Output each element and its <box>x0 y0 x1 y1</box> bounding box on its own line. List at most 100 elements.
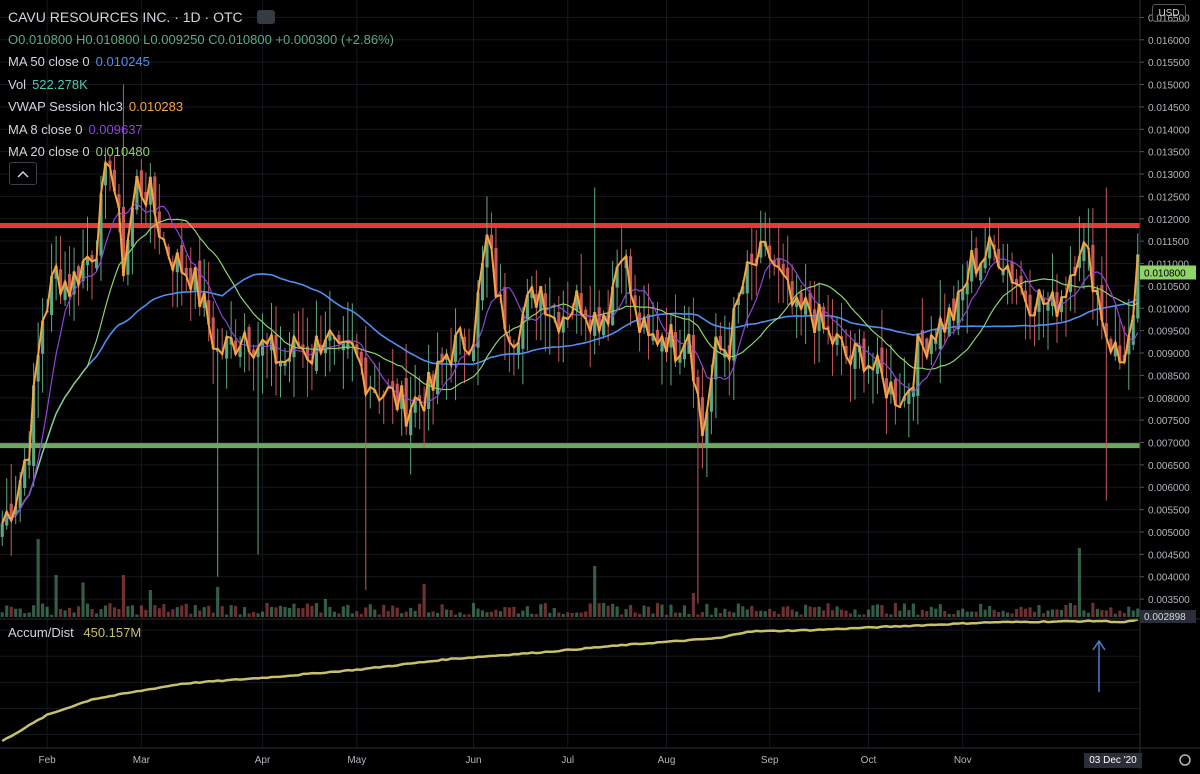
volume-bar <box>772 611 776 617</box>
volume-bar <box>90 608 94 617</box>
ma8-line[interactable] <box>1 202 1139 524</box>
volume-bar <box>368 604 372 617</box>
candle-body <box>211 317 215 349</box>
volume-bar <box>741 606 745 617</box>
price-tick-label: 0.010000 <box>1148 304 1190 315</box>
volume-bar <box>391 605 395 617</box>
currency-button[interactable]: USD <box>1152 4 1186 22</box>
candle-body <box>525 294 529 321</box>
candle-body <box>664 337 669 353</box>
candle-body <box>476 292 480 348</box>
legend-ma8[interactable]: MA 8 close 0 0.009637 <box>8 119 394 142</box>
time-tick-label: Mar <box>133 755 151 766</box>
volume-bar <box>427 612 431 617</box>
volume-bar <box>225 614 229 617</box>
candle-body <box>637 312 642 333</box>
candle-body <box>14 506 18 516</box>
candle-body <box>103 162 108 186</box>
candle-body <box>409 409 413 436</box>
vol-value: 522.278K <box>32 76 88 92</box>
candle-body <box>557 312 561 332</box>
candle-body <box>314 335 318 371</box>
volume-bar <box>247 613 251 617</box>
candle-body <box>723 350 727 358</box>
vwap-line[interactable] <box>1 160 1139 524</box>
legend-title-row: CAVU RESOURCES INC. · 1D · OTC <box>8 6 394 29</box>
price-tick-label: 0.006500 <box>1148 461 1190 472</box>
collapse-legend-button[interactable] <box>9 162 37 185</box>
legend-vwap[interactable]: VWAP Session hlc3 0.010283 <box>8 96 394 119</box>
candle-body <box>651 333 655 341</box>
volume-bar <box>664 614 669 617</box>
ma20-label: MA 20 close 0 <box>8 144 90 159</box>
volume-bar <box>260 611 265 617</box>
accum-dist-legend[interactable]: Accum/Dist 450.157M <box>8 625 141 640</box>
volume-bar <box>961 608 965 617</box>
candle-body <box>718 335 722 349</box>
candle-body <box>453 335 458 362</box>
candle-body <box>207 300 211 325</box>
candle-body <box>1104 322 1108 337</box>
accum-dist-line[interactable] <box>1 618 1139 743</box>
candle-body <box>153 176 157 214</box>
last-price-tag <box>1140 265 1196 280</box>
volume-bar <box>1032 611 1037 617</box>
candle-body <box>884 378 888 399</box>
candle-body <box>157 211 161 237</box>
volume-bar <box>94 613 99 617</box>
volume-bar <box>54 575 58 617</box>
volume-bar <box>1109 607 1113 617</box>
price-tick-label: 0.009500 <box>1148 327 1190 338</box>
candle-body <box>1077 256 1081 268</box>
candle-body <box>925 338 929 357</box>
candle-body <box>301 344 305 350</box>
volume-bar <box>745 609 749 617</box>
volume-bar <box>997 612 1001 617</box>
symbol-title[interactable]: CAVU RESOURCES INC. · 1D · OTC <box>8 9 243 25</box>
volume-bar <box>584 611 588 617</box>
volume-bar <box>822 610 826 617</box>
volume-bar <box>808 606 812 617</box>
legend-ma20[interactable]: MA 20 close 0 0.010480 <box>8 141 394 164</box>
gear-icon[interactable] <box>1179 754 1191 766</box>
volume-bar <box>445 609 449 617</box>
volume-bar <box>1001 610 1005 617</box>
volume-bar <box>786 606 790 617</box>
candle-body <box>471 344 476 362</box>
candle-body <box>427 372 431 409</box>
candle-body <box>673 331 678 361</box>
candle-body <box>305 346 310 360</box>
volume-bar <box>130 605 134 617</box>
candle-body <box>462 336 467 350</box>
legend-volume[interactable]: Vol 522.278K <box>8 74 394 97</box>
volume-bar <box>59 608 63 617</box>
candle-body <box>597 307 601 331</box>
candle-body <box>494 248 498 297</box>
volume-bar <box>611 603 615 617</box>
candle-body <box>256 347 260 358</box>
volume-bar <box>252 612 256 617</box>
candle-body <box>633 295 637 308</box>
candle-body <box>359 351 363 366</box>
legend-ma50[interactable]: MA 50 close 0 0.010245 <box>8 51 394 74</box>
time-tick-label: Feb <box>39 755 57 766</box>
volume-bar <box>799 614 803 617</box>
candle-body <box>23 460 27 488</box>
ma50-line[interactable] <box>1 273 1139 524</box>
price-tick-label: 0.008500 <box>1148 371 1190 382</box>
price-tick-label: 0.014000 <box>1148 125 1190 136</box>
candle-body <box>759 241 763 258</box>
price-tick-label: 0.012000 <box>1148 215 1190 226</box>
candle-body <box>112 169 117 192</box>
volume-bar <box>287 607 292 617</box>
volume-bar <box>1041 613 1046 617</box>
ma20-value: 0.010480 <box>95 144 150 159</box>
volume-bar <box>36 539 40 617</box>
ma8-value: 0.009637 <box>88 121 143 137</box>
candle-body <box>929 335 933 355</box>
ma20-line[interactable] <box>1 218 1139 524</box>
volume-bar <box>512 606 516 617</box>
price-axis-panel[interactable] <box>1140 0 1200 769</box>
candle-body <box>983 257 987 269</box>
